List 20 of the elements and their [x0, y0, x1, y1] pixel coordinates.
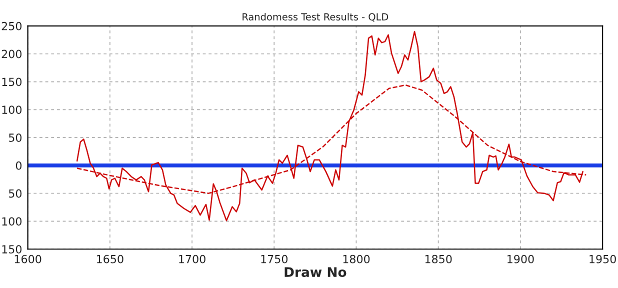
x-axis-title: Draw No — [284, 267, 346, 278]
y-tick-label: 50 — [8, 189, 22, 198]
x-tick-label: 1900 — [508, 254, 534, 264]
y-tick-label: 250 — [2, 22, 22, 30]
x-tick-label: 1650 — [96, 254, 124, 264]
line-series — [76, 30, 584, 222]
x-tick-label: 1700 — [179, 254, 206, 264]
y-tick-label: 150 — [2, 245, 22, 254]
y-tick-label: 200 — [2, 50, 22, 58]
chart-title: Randomess Test Results - QLD — [242, 12, 388, 22]
x-tick-label: 1750 — [261, 254, 288, 264]
y-tick-label: 0 — [16, 161, 22, 170]
x-tick-label: 1800 — [343, 254, 370, 264]
y-tick-label: 100 — [2, 106, 22, 114]
x-tick-label: 1850 — [425, 254, 452, 264]
x-tick-label: 1600 — [14, 254, 42, 264]
y-tick-label: 150 — [2, 78, 22, 86]
y-tick-label: 50 — [8, 133, 22, 142]
y-tick-label: 100 — [2, 217, 22, 226]
x-tick-label: 1950 — [590, 254, 616, 264]
